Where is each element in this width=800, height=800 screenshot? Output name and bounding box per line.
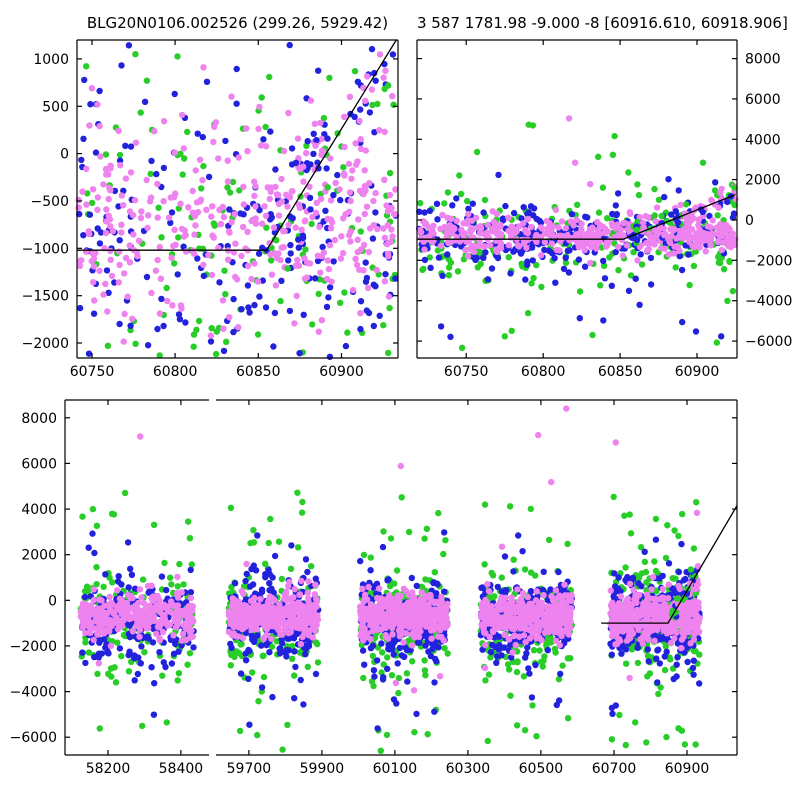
y-tick-label: 500 [42,99,69,115]
x-tick-label: 60750 [70,364,115,380]
y-tick-label: −6000 [10,730,57,746]
plot-top-left: 60750 60800 60850 60900 1000 500 0 −500 −1000 −15… [22,39,400,380]
y-tick-label: −1000 [22,241,69,257]
x-tick-label: 60700 [592,761,637,777]
data-points [416,115,739,351]
y-tick-label: 4000 [745,132,781,148]
x-tick-label: 58400 [159,761,204,777]
x-tick-label: 60900 [665,761,710,777]
x-tick-label: 60300 [446,761,491,777]
y-tick-label: 6000 [745,92,781,108]
y-tick-label: −2000 [10,639,57,655]
model-fit-line [417,193,736,240]
x-tick-label: 60100 [373,761,418,777]
plot-bottom-broken-axis: 58200 58400 8000 6000 4000 2000 0 −2000 −4000 −60… [10,399,738,777]
x-tick-label: 60850 [598,364,643,380]
x-tick-label: 60750 [444,364,489,380]
y-tick-label: 8000 [745,52,781,68]
model-fit-line [77,39,397,251]
model-fit-line [601,505,738,624]
x-tick-label: 59700 [227,761,272,777]
y-tick-label: 0 [48,593,57,609]
y-tick-label: −500 [31,194,69,210]
x-tick-label: 60850 [236,364,281,380]
y-tick-label: 0 [60,147,69,163]
y-tick-label: 4000 [21,502,57,518]
y-tick-label: 0 [745,213,754,229]
x-tick-label: 60800 [521,364,566,380]
axes-top-left: 60750 60800 60850 60900 1000 500 0 −500 −1000 −15… [22,39,399,380]
x-tick-label: 60800 [153,364,198,380]
y-tick-label: −2000 [745,253,792,269]
y-tick-label: −2000 [22,336,69,352]
x-tick-label: 59900 [300,761,345,777]
y-tick-label: −4000 [745,294,792,310]
y-tick-label: −1500 [22,289,69,305]
axes-top-right: 60750 60800 60850 60900 8000 6000 4000 2000 0 −20… [416,39,792,380]
x-tick-label: 60500 [519,761,564,777]
data-points [75,41,400,360]
y-tick-label: 2000 [745,173,781,189]
x-tick-label: 60900 [675,364,720,380]
y-tick-label: 8000 [21,411,57,427]
y-tick-label: −6000 [745,334,792,350]
plot-title-left: BLG20N0106.002526 (299.26, 5929.42) [86,14,389,32]
y-tick-label: 2000 [21,548,57,564]
y-tick-label: 1000 [33,52,69,68]
y-tick-label: 6000 [21,456,57,472]
plot-title-right: 3 587 1781.98 -9.000 -8 [60916.610, 6091… [417,14,788,32]
y-tick-label: −4000 [10,685,57,701]
plot-top-right: 60750 60800 60850 60900 8000 6000 4000 2000 0 −20… [416,39,792,380]
data-points [77,405,703,754]
x-tick-label: 60900 [319,364,364,380]
axes-bottom-broken-axis: 58200 58400 8000 6000 4000 2000 0 −2000 −4000 −60… [10,399,738,777]
x-tick-label: 58200 [86,761,131,777]
